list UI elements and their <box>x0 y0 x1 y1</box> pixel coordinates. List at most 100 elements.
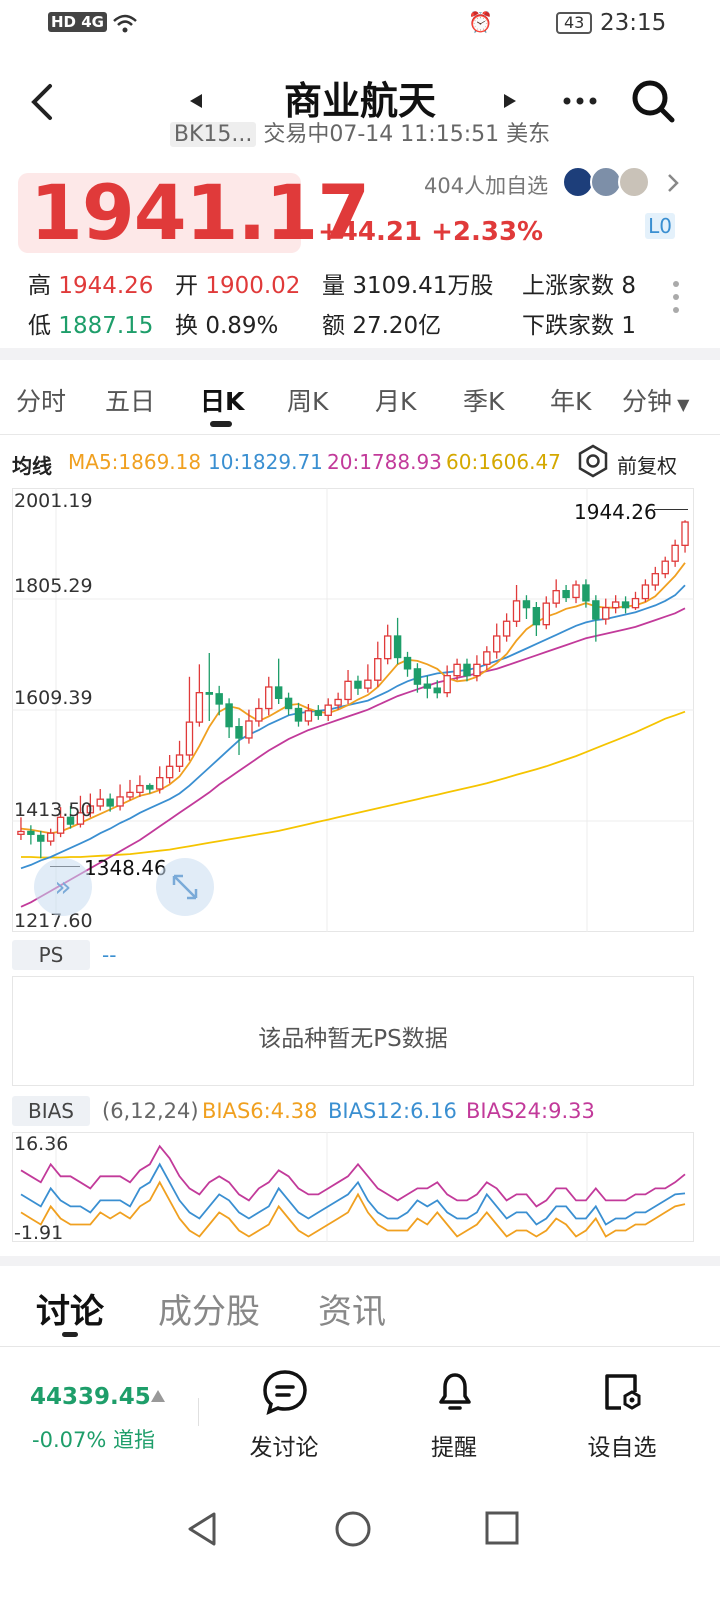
y-tick: 1609.39 <box>14 687 93 709</box>
price-highlight <box>18 173 301 253</box>
candle-body <box>185 721 194 756</box>
stat-up-count: 上涨家数 8 <box>522 266 636 300</box>
candle-body <box>17 830 25 835</box>
add-watchlist-button[interactable]: 设自选 <box>562 1366 682 1466</box>
stat-value: 1 <box>621 313 636 339</box>
nav-home-icon[interactable] <box>334 1510 372 1548</box>
clock: 23:15 <box>600 10 667 36</box>
candle-body <box>443 675 451 694</box>
bias-y-top: 16.36 <box>14 1133 69 1155</box>
index-change[interactable]: -0.07% 道指 <box>32 1424 155 1454</box>
last-price: 1941.17 <box>30 168 370 257</box>
adjust-mode[interactable]: 前复权 <box>617 454 677 478</box>
candle-body <box>403 656 412 670</box>
candle-body <box>274 686 283 699</box>
candle-body <box>324 704 332 716</box>
nav-back-icon[interactable] <box>184 1510 220 1548</box>
bias-chart[interactable] <box>12 1132 694 1242</box>
bias12-line <box>20 1162 686 1226</box>
caret-down-icon: ▼ <box>672 395 690 414</box>
ma5-value: MA5:1869.18 <box>68 450 202 474</box>
remind-button[interactable]: 提醒 <box>394 1366 514 1466</box>
stat-value: 1944.26 <box>58 273 154 299</box>
system-nav-bar <box>0 1480 720 1600</box>
ma60-line <box>21 710 686 859</box>
candle-body <box>582 584 590 602</box>
candle-body <box>374 658 382 681</box>
ps-indicator-button[interactable]: PS <box>12 940 90 970</box>
tab-discussion[interactable]: 讨论 <box>36 1292 104 1332</box>
stat-label: 下跌家数 <box>522 313 614 339</box>
search-icon[interactable] <box>630 78 676 124</box>
candle-body <box>46 832 55 842</box>
chevron-right-icon[interactable] <box>666 172 680 194</box>
candle-body <box>473 663 481 677</box>
bell-icon <box>439 1373 471 1410</box>
y-tick: 1805.29 <box>14 575 93 597</box>
candle-body <box>56 816 65 834</box>
candle-body <box>155 777 164 790</box>
index-value[interactable]: 44339.45 <box>30 1384 151 1410</box>
prev-item-icon[interactable] <box>188 92 204 110</box>
bias-params: (6,12,24) <box>102 1099 199 1123</box>
candle-body <box>651 573 660 586</box>
ma10-line <box>20 584 686 870</box>
ma20-value: 20:1788.93 <box>327 450 442 474</box>
candle-body <box>483 651 491 665</box>
tab-monthly[interactable]: 月K <box>375 387 417 416</box>
next-item-icon[interactable] <box>502 92 518 110</box>
watchlist-gear-icon <box>605 1374 641 1410</box>
watcher-avatars[interactable] <box>562 166 654 200</box>
divider <box>0 1346 720 1347</box>
stat-amount: 额 27.20亿 <box>322 306 441 340</box>
scroll-latest-button[interactable]: » <box>34 858 92 916</box>
tab-minute[interactable]: 分钟 ▼ <box>622 382 689 418</box>
ma20-line <box>20 607 686 908</box>
stat-label: 高 <box>28 273 51 299</box>
back-icon[interactable] <box>28 82 56 122</box>
candle-body <box>364 679 372 689</box>
candle-body <box>195 692 204 723</box>
wifi-icon <box>113 14 137 33</box>
tab-daily[interactable]: 日K <box>200 387 245 416</box>
tab-quarterly[interactable]: 季K <box>463 387 505 416</box>
candle-body <box>354 680 362 689</box>
tab-constituents[interactable]: 成分股 <box>158 1292 260 1332</box>
stat-label: 量 <box>322 273 345 299</box>
settings-icon[interactable] <box>576 444 610 478</box>
tab-weekly[interactable]: 周K <box>287 387 329 416</box>
max-marker <box>654 509 688 510</box>
ps-value: -- <box>102 943 117 967</box>
stat-high: 高 1944.26 <box>28 266 153 300</box>
y-tick: 1413.50 <box>14 799 93 821</box>
tab-yearly[interactable]: 年K <box>550 387 592 416</box>
candle-body <box>492 635 501 653</box>
ma-label: 均线 <box>12 454 52 478</box>
bias-indicator-button[interactable]: BIAS <box>12 1096 90 1126</box>
watchers-count[interactable]: 404人加自选 <box>424 174 549 198</box>
candle-body <box>126 791 134 798</box>
nav-recents-icon[interactable] <box>484 1510 520 1546</box>
candle-body <box>27 830 35 835</box>
post-discussion-button[interactable]: 发讨论 <box>224 1366 344 1466</box>
bias-border <box>12 1132 694 1242</box>
bias6-line <box>20 1180 686 1238</box>
fullscreen-button[interactable] <box>156 858 214 916</box>
candle-body <box>602 607 610 620</box>
more-icon[interactable] <box>562 96 598 106</box>
candle-body <box>631 597 640 609</box>
tab-5day[interactable]: 五日 <box>105 387 156 416</box>
subtitle: BK15... 交易中07-14 11:15:51 美东 <box>0 116 720 148</box>
max-price-label: 1944.26 <box>574 500 657 524</box>
candle-body <box>136 784 144 794</box>
candle-body <box>215 693 223 705</box>
candle-body <box>383 635 392 660</box>
tab-timeshare[interactable]: 分时 <box>16 387 67 416</box>
kline-chart[interactable] <box>12 488 694 932</box>
stat-label: 额 <box>322 313 345 339</box>
active-tab-indicator <box>62 1332 78 1337</box>
tab-news[interactable]: 资讯 <box>318 1292 386 1332</box>
expand-stats-icon[interactable] <box>672 280 680 314</box>
candle-body <box>423 683 432 689</box>
stat-label: 开 <box>175 273 198 299</box>
